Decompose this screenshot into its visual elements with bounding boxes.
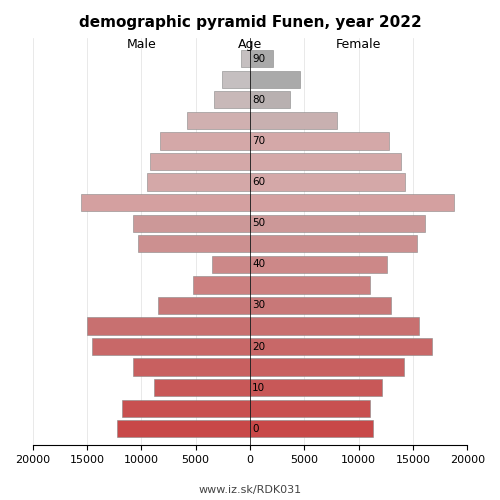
Bar: [214, 91, 250, 108]
Bar: [250, 318, 418, 334]
Bar: [250, 256, 387, 273]
Bar: [154, 379, 250, 396]
Bar: [222, 70, 250, 88]
Bar: [250, 153, 401, 170]
Bar: [250, 214, 425, 232]
Bar: [146, 174, 250, 190]
Bar: [250, 379, 382, 396]
Bar: [158, 297, 250, 314]
Text: 70: 70: [252, 136, 266, 146]
Text: Male: Male: [126, 38, 156, 51]
Bar: [242, 50, 250, 68]
Bar: [250, 235, 418, 252]
Bar: [250, 276, 370, 293]
Bar: [122, 400, 250, 417]
Bar: [250, 132, 389, 150]
Bar: [250, 70, 300, 88]
Bar: [212, 256, 250, 273]
Bar: [250, 91, 290, 108]
Text: 50: 50: [252, 218, 266, 228]
Text: 10: 10: [252, 382, 266, 392]
Bar: [250, 50, 273, 68]
Text: 20: 20: [252, 342, 266, 351]
Bar: [132, 358, 250, 376]
Bar: [150, 153, 250, 170]
Bar: [187, 112, 250, 129]
Bar: [250, 194, 454, 212]
Bar: [194, 276, 250, 293]
Text: 0: 0: [252, 424, 258, 434]
Text: 40: 40: [252, 260, 266, 270]
Text: 80: 80: [252, 95, 266, 105]
Bar: [250, 112, 337, 129]
Bar: [138, 235, 250, 252]
Bar: [118, 420, 250, 438]
Text: Female: Female: [336, 38, 382, 51]
Title: demographic pyramid Funen, year 2022: demographic pyramid Funen, year 2022: [78, 15, 422, 30]
Text: Age: Age: [238, 38, 262, 51]
Bar: [92, 338, 250, 355]
Bar: [250, 358, 404, 376]
Bar: [160, 132, 250, 150]
Text: www.iz.sk/RDK031: www.iz.sk/RDK031: [198, 485, 302, 495]
Bar: [132, 214, 250, 232]
Bar: [250, 400, 370, 417]
Bar: [250, 420, 373, 438]
Text: 30: 30: [252, 300, 266, 310]
Bar: [82, 194, 250, 212]
Bar: [250, 338, 432, 355]
Bar: [250, 297, 392, 314]
Text: 90: 90: [252, 54, 266, 64]
Bar: [87, 318, 250, 334]
Text: 60: 60: [252, 177, 266, 187]
Bar: [250, 174, 406, 190]
